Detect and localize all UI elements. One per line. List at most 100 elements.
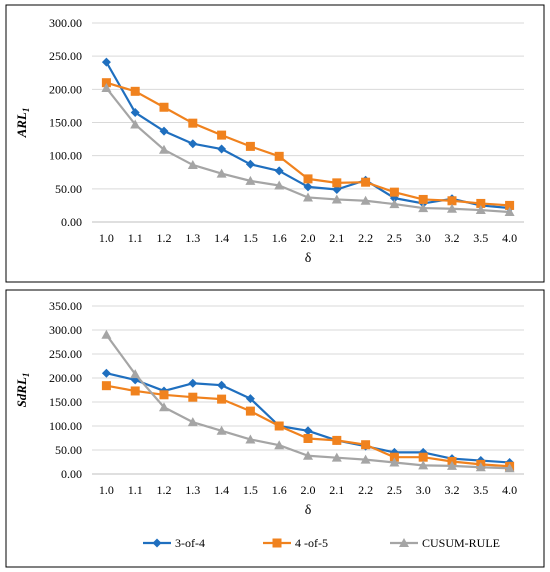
y-tick-label: 100.00 (49, 149, 82, 163)
y-tick-label: 0.00 (61, 215, 82, 229)
data-point (332, 435, 342, 445)
x-tick-label: 4.0 (502, 231, 517, 245)
x-tick-label: 1.3 (185, 231, 200, 245)
data-point (274, 440, 285, 450)
y-axis-label: SdRL1 (14, 373, 31, 408)
x-tick-label: 2.2 (358, 483, 373, 497)
data-point (389, 457, 400, 467)
y-tick-label: 250.00 (49, 49, 82, 63)
chart-content: 0.00 50.00 100.00 150.00 200.00 250.00 300.00 1… (14, 16, 524, 550)
x-tick-label: 1.4 (214, 483, 229, 497)
data-point (101, 381, 111, 391)
x-tick-label: 3.2 (445, 483, 460, 497)
data-point (447, 203, 457, 213)
legend-label: 4 -of-5 (295, 536, 328, 550)
legend: 3-of-4 4 -of-5 CUSUM-RULE (143, 536, 500, 550)
x-tick-label: 2.5 (387, 483, 402, 497)
y-tick-label: 200.00 (49, 371, 82, 385)
data-point (504, 207, 515, 217)
data-point (101, 78, 111, 88)
x-tick-label: 1.6 (272, 231, 287, 245)
data-point (159, 144, 169, 154)
x-axis-label: δ (305, 251, 312, 266)
x-tick-label: 1.2 (157, 231, 172, 245)
x-tick-label: 3.2 (445, 231, 460, 245)
data-point (274, 151, 284, 161)
data-point (130, 369, 141, 379)
data-point (274, 180, 285, 190)
data-point (274, 166, 284, 176)
data-point (447, 196, 457, 206)
data-point (274, 421, 284, 431)
y-tick-label: 150.00 (49, 116, 82, 130)
data-point (303, 450, 313, 460)
data-point (303, 192, 313, 202)
data-point (217, 144, 227, 154)
data-point (361, 440, 371, 450)
y-tick-label: 150.00 (49, 395, 82, 409)
x-tick-label: 1.5 (243, 231, 258, 245)
x-tick-label: 3.0 (416, 483, 431, 497)
data-point (303, 182, 313, 192)
data-point (217, 394, 227, 404)
chart-1: 0.00 50.00 100.00 150.00 200.00 250.00 300.00 1… (14, 16, 524, 266)
legend-marker (152, 538, 162, 548)
data-point (331, 452, 342, 462)
data-point (217, 130, 227, 140)
legend-marker (272, 538, 282, 548)
y-tick-label: 0.00 (61, 467, 82, 481)
x-tick-label: 2.1 (329, 483, 344, 497)
data-point (159, 102, 169, 112)
x-tick-label: 3.0 (416, 231, 431, 245)
y-axis-label: ARL1 (14, 108, 31, 139)
data-point (188, 392, 198, 402)
x-axis-label: δ (305, 503, 312, 518)
data-point (216, 425, 227, 435)
data-point (332, 178, 342, 188)
series-cusum-rule (101, 329, 515, 473)
data-point (476, 198, 486, 208)
data-point (389, 187, 399, 197)
data-point (303, 426, 313, 436)
y-tick-label: 50.00 (55, 443, 82, 457)
data-point (245, 159, 255, 169)
data-point (475, 462, 486, 472)
data-point (188, 118, 198, 128)
x-tick-label: 1.1 (128, 483, 143, 497)
data-point (245, 141, 255, 151)
data-point (505, 200, 515, 210)
data-point (361, 177, 371, 187)
x-tick-label: 3.5 (473, 231, 488, 245)
x-tick-label: 1.4 (214, 231, 229, 245)
data-point (101, 57, 111, 67)
legend-label: 3-of-4 (175, 536, 205, 550)
x-tick-label: 1.3 (185, 483, 200, 497)
data-point (504, 463, 515, 473)
data-point (217, 380, 227, 390)
data-point (130, 86, 140, 96)
top-chart-frame (5, 4, 545, 283)
data-point (389, 452, 399, 462)
data-point (245, 175, 256, 185)
data-point (303, 433, 313, 443)
data-point (187, 417, 198, 427)
x-tick-label: 1.1 (128, 231, 143, 245)
x-tick-label: 1.6 (272, 483, 287, 497)
data-point (188, 378, 198, 388)
data-point (303, 174, 313, 184)
series-4-of-5 (101, 78, 515, 210)
data-point (389, 199, 400, 209)
y-tick-label: 100.00 (49, 419, 82, 433)
data-point (159, 390, 169, 400)
x-tick-label: 2.2 (358, 231, 373, 245)
data-point (130, 108, 140, 118)
data-point (130, 386, 140, 396)
y-tick-label: 300.00 (49, 323, 82, 337)
data-point (101, 329, 112, 339)
data-point (188, 139, 198, 149)
series-cusum-rule (101, 83, 515, 217)
data-point (447, 460, 457, 470)
x-tick-label: 4.0 (502, 483, 517, 497)
x-tick-label: 2.0 (301, 231, 316, 245)
